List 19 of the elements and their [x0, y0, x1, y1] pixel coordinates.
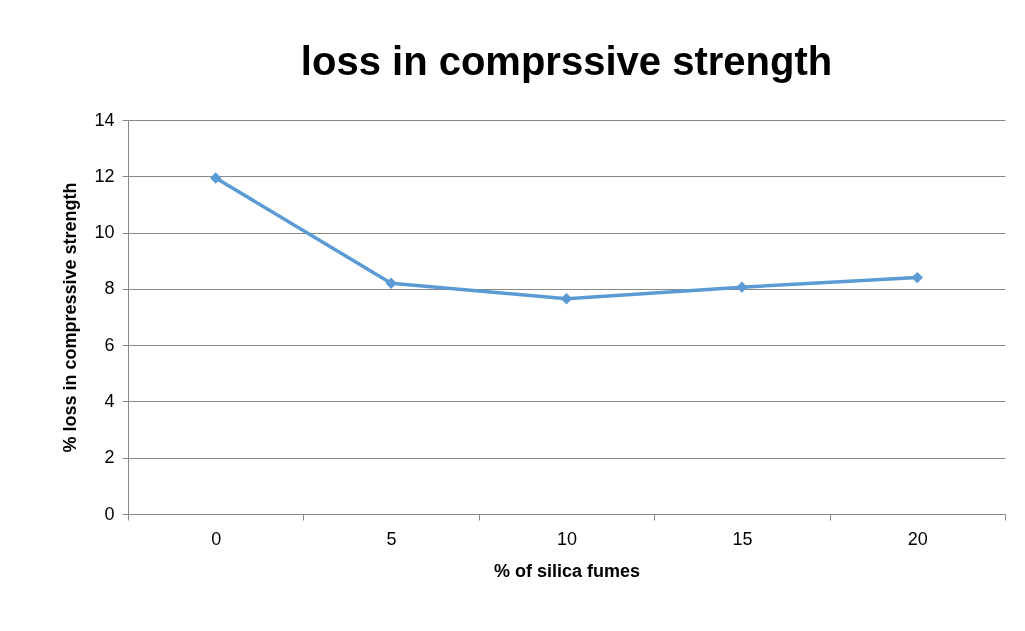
x-tick-label: 15: [732, 528, 753, 549]
y-tick-label: 8: [104, 278, 115, 299]
y-tick-label: 0: [104, 503, 115, 524]
y-tick-label: 6: [104, 334, 115, 355]
x-tick-label: 20: [907, 528, 928, 549]
y-tick-label: 10: [94, 222, 115, 243]
x-tick-label: 5: [386, 528, 397, 549]
y-tick-label: 14: [94, 109, 115, 130]
point: [736, 281, 748, 293]
y-tick-label: 4: [104, 390, 115, 411]
chart-title: loss in comprssive strength: [300, 39, 833, 83]
point: [385, 277, 397, 289]
y-tick-label: 2: [104, 447, 115, 468]
point: [210, 172, 222, 184]
x-axis-title: % of silica fumes: [493, 560, 641, 581]
x-tick-label: 10: [556, 528, 578, 549]
y-tick-label: 12: [94, 165, 115, 186]
x-tick-label: 0: [211, 528, 222, 549]
y-axis-title: % loss in compressive strength: [60, 182, 81, 453]
